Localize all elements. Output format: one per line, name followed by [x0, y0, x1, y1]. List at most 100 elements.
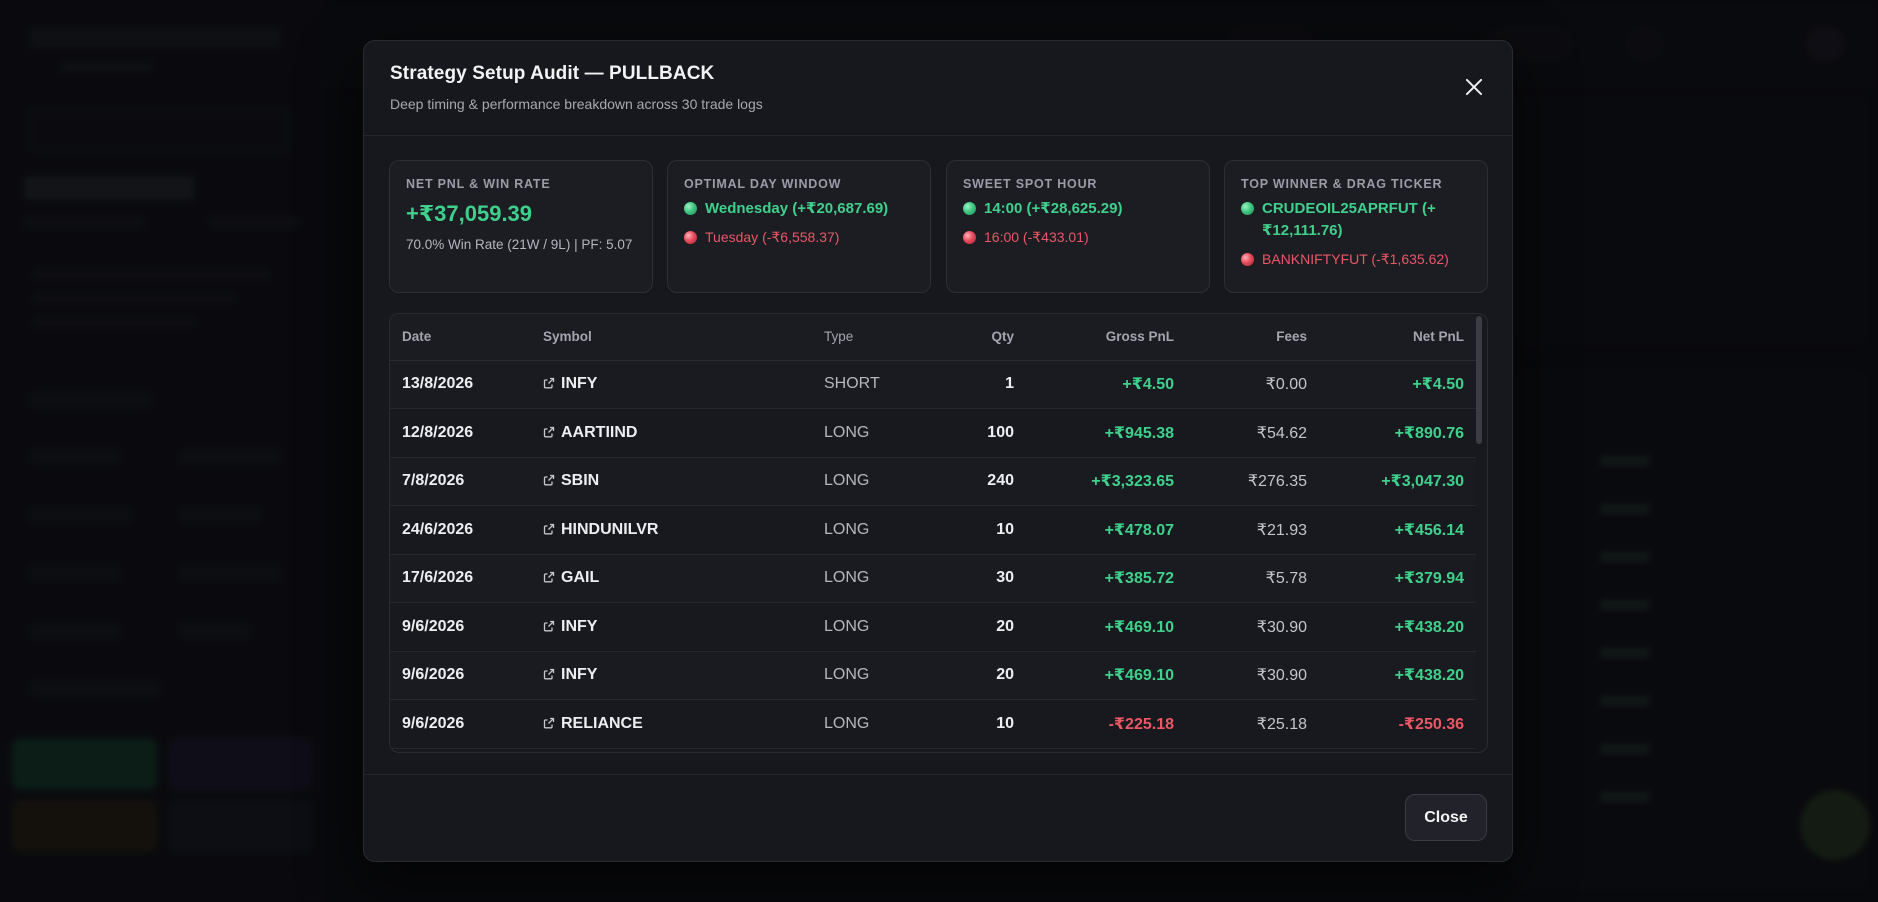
symbol-label[interactable]: GAIL	[561, 569, 600, 587]
day-window-card: OPTIMAL DAY WINDOW Wednesday (+₹20,687.6…	[667, 160, 931, 293]
win-rate-note: 70.0% Win Rate (21W / 9L) | PF: 5.07	[406, 237, 633, 252]
table-row[interactable]: 7/8/2026 SBIN LONG 240 +₹3,323.65 ₹276.35 +₹3,…	[390, 457, 1476, 506]
cell-gross-pnl: +₹385.72	[1014, 554, 1174, 603]
best-hour-value: 14:00 (+₹28,625.29)	[984, 200, 1123, 217]
modal-header: Strategy Setup Audit — PULLBACK Deep tim…	[364, 41, 1512, 136]
close-icon[interactable]	[1462, 75, 1486, 99]
column-header-gross-pnl: Gross PnL	[1014, 314, 1174, 361]
cell-symbol[interactable]: RELIANCE	[533, 699, 824, 749]
cell-date: 9/6/2026	[390, 602, 533, 652]
cell-fees: ₹276.35	[1174, 457, 1307, 506]
drag-ticker-value: BANKNIFTYFUT (-₹1,635.62)	[1262, 250, 1449, 267]
table-header-row: Date Symbol Type Qty Gross PnL Fees Net …	[390, 314, 1476, 361]
external-link-icon[interactable]	[543, 666, 561, 683]
column-header-fees: Fees	[1174, 314, 1307, 361]
green-dot-icon	[1241, 202, 1254, 215]
sweet-spot-card: SWEET SPOT HOUR 14:00 (+₹28,625.29) 16:0…	[946, 160, 1210, 293]
cell-qty: 20	[954, 602, 1014, 652]
net-pnl-card: NET PNL & WIN RATE +₹37,059.39 70.0% Win…	[389, 160, 653, 293]
cell-type: LONG	[824, 408, 954, 458]
cell-date: 13/8/2026	[390, 360, 533, 409]
cell-date: 12/8/2026	[390, 408, 533, 458]
table-row[interactable]: 9/6/2026 INFY LONG 20 +₹469.10 ₹30.90 +₹438.20	[390, 651, 1476, 700]
table-row[interactable]: 17/6/2026 GAIL LONG 30 +₹385.72 ₹5.78 +₹379.94	[390, 554, 1476, 603]
cell-symbol[interactable]: SBIN	[533, 457, 824, 506]
cell-qty: 10	[954, 699, 1014, 749]
worst-day-row: Tuesday (-₹6,558.37)	[684, 227, 914, 247]
cell-type: LONG	[824, 505, 954, 555]
ticker-card: TOP WINNER & DRAG TICKER CRUDEOIL25APRFU…	[1224, 160, 1488, 293]
table-body: 13/8/2026 INFY SHORT 1 +₹4.50 ₹0.00 +₹4.50 12/8…	[390, 360, 1476, 749]
cell-symbol[interactable]: INFY	[533, 602, 824, 652]
cell-gross-pnl: +₹3,323.65	[1014, 457, 1174, 506]
cell-gross-pnl: +₹4.50	[1014, 360, 1174, 409]
cell-symbol[interactable]: GAIL	[533, 554, 824, 603]
cell-qty: 100	[954, 408, 1014, 458]
cell-fees: ₹30.90	[1174, 651, 1307, 700]
external-link-icon[interactable]	[543, 424, 561, 441]
cell-type: LONG	[824, 602, 954, 652]
cell-net-pnl: +₹4.50	[1307, 360, 1476, 409]
cell-symbol[interactable]: AARTIIND	[533, 408, 824, 458]
card-label: NET PNL & WIN RATE	[406, 177, 551, 191]
cell-net-pnl: +₹890.76	[1307, 408, 1476, 458]
card-label: OPTIMAL DAY WINDOW	[684, 177, 842, 191]
external-link-icon[interactable]	[543, 521, 561, 538]
external-link-icon[interactable]	[543, 472, 561, 489]
trade-log-table[interactable]: Date Symbol Type Qty Gross PnL Fees Net …	[389, 313, 1488, 753]
column-header-qty: Qty	[954, 314, 1014, 361]
external-link-icon[interactable]	[543, 618, 561, 635]
cell-qty: 10	[954, 505, 1014, 555]
cell-net-pnl: +₹438.20	[1307, 602, 1476, 652]
green-dot-icon	[684, 202, 697, 215]
cell-symbol[interactable]: INFY	[533, 360, 824, 409]
symbol-label[interactable]: SBIN	[561, 472, 600, 490]
symbol-label[interactable]: AARTIIND	[561, 423, 638, 441]
close-button[interactable]: Close	[1405, 794, 1487, 841]
worst-hour-value: 16:00 (-₹433.01)	[984, 228, 1089, 245]
stat-cards: NET PNL & WIN RATE +₹37,059.39 70.0% Win…	[389, 160, 1488, 293]
cell-type: LONG	[824, 457, 954, 506]
net-pnl-value: +₹37,059.39	[406, 201, 533, 226]
table-row[interactable]: 13/8/2026 INFY SHORT 1 +₹4.50 ₹0.00 +₹4.50	[390, 360, 1476, 409]
external-link-icon[interactable]	[543, 715, 561, 732]
cell-fees: ₹25.18	[1174, 699, 1307, 749]
cell-date: 9/6/2026	[390, 699, 533, 749]
symbol-label[interactable]: HINDUNILVR	[561, 520, 659, 538]
modal-footer: Close	[364, 774, 1512, 861]
cell-date: 24/6/2026	[390, 505, 533, 555]
table-scrollbar[interactable]	[1476, 314, 1485, 752]
red-dot-icon	[684, 230, 697, 244]
cell-date: 9/6/2026	[390, 651, 533, 700]
symbol-label[interactable]: INFY	[561, 617, 598, 635]
column-header-type: Type	[824, 314, 954, 361]
cell-gross-pnl: +₹945.38	[1014, 408, 1174, 458]
cell-net-pnl: +₹3,047.30	[1307, 457, 1476, 506]
table-row[interactable]: 12/8/2026 AARTIIND LONG 100 +₹945.38 ₹54.62 +₹…	[390, 408, 1476, 458]
worst-hour-row: 16:00 (-₹433.01)	[963, 227, 1193, 247]
external-link-icon[interactable]	[543, 569, 561, 586]
cell-gross-pnl: -₹225.18	[1014, 699, 1174, 749]
cell-symbol[interactable]: INFY	[533, 651, 824, 700]
symbol-label[interactable]: INFY	[561, 666, 598, 684]
red-dot-icon	[1241, 252, 1254, 266]
symbol-label[interactable]: INFY	[561, 375, 598, 393]
cell-fees: ₹54.62	[1174, 408, 1307, 458]
cell-symbol[interactable]: HINDUNILVR	[533, 505, 824, 555]
cell-date: 17/6/2026	[390, 554, 533, 603]
table-scrollbar-thumb[interactable]	[1476, 316, 1482, 444]
external-link-icon[interactable]	[543, 375, 561, 392]
cell-type: SHORT	[824, 360, 954, 409]
cell-gross-pnl: +₹469.10	[1014, 602, 1174, 652]
cell-qty: 20	[954, 651, 1014, 700]
table-row[interactable]: 9/6/2026 INFY LONG 20 +₹469.10 ₹30.90 +₹438.20	[390, 602, 1476, 652]
cell-gross-pnl: +₹469.10	[1014, 651, 1174, 700]
worst-day-value: Tuesday (-₹6,558.37)	[705, 228, 840, 245]
table-row[interactable]: 24/6/2026 HINDUNILVR LONG 10 +₹478.07 ₹21.93 +…	[390, 505, 1476, 555]
table-row[interactable]: 9/6/2026 RELIANCE LONG 10 -₹225.18 ₹25.18 -₹25…	[390, 699, 1476, 749]
strategy-audit-modal: Strategy Setup Audit — PULLBACK Deep tim…	[363, 40, 1513, 862]
cell-net-pnl: -₹250.36	[1307, 699, 1476, 749]
cell-gross-pnl: +₹478.07	[1014, 505, 1174, 555]
symbol-label[interactable]: RELIANCE	[561, 714, 643, 732]
cell-fees: ₹5.78	[1174, 554, 1307, 603]
